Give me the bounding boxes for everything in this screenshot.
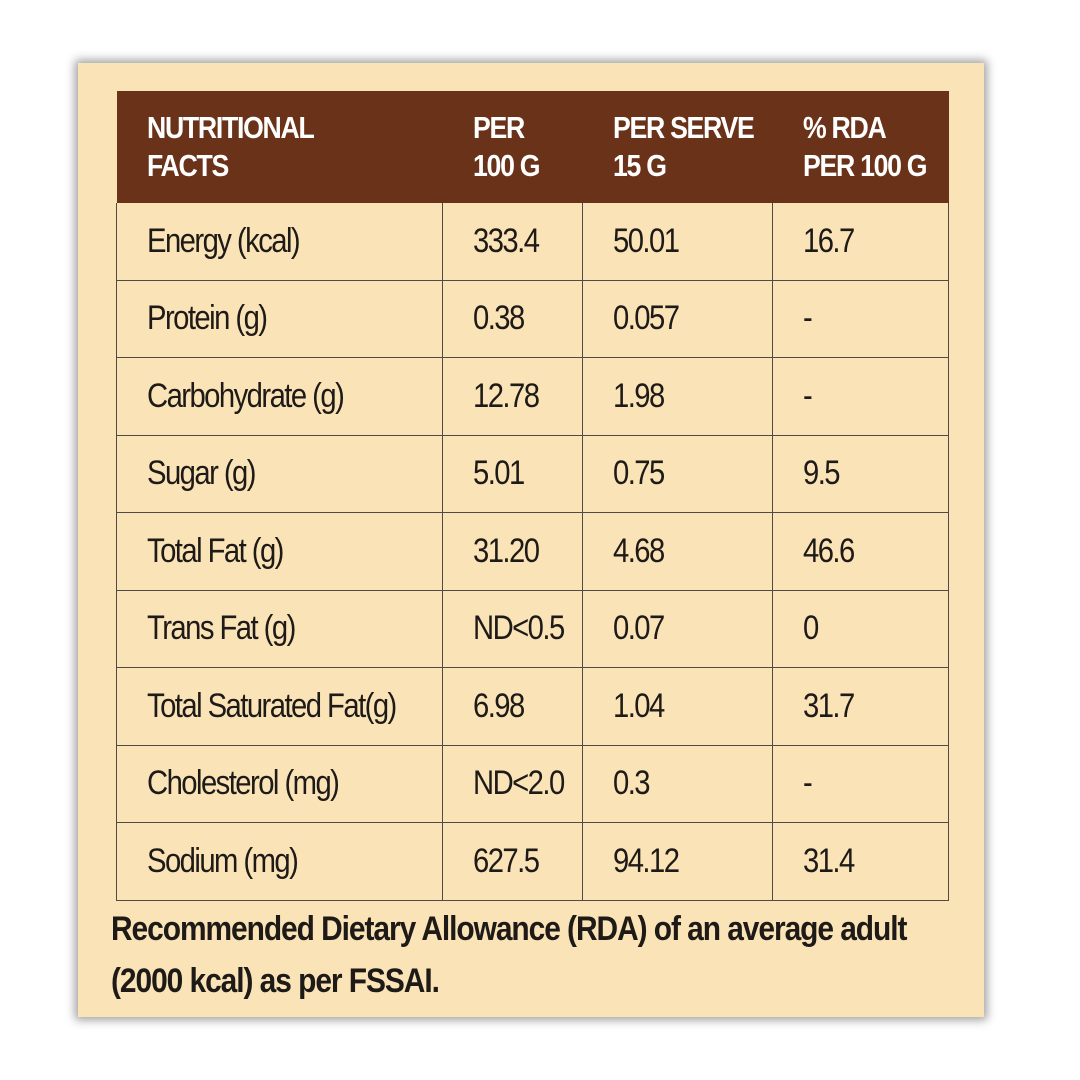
nutrient-name: Carbohydrate (g) <box>116 357 443 436</box>
per-serve-value: 0.057 <box>582 279 773 358</box>
per-serve-value: 0.75 <box>582 434 773 513</box>
table-row: Carbohydrate (g) 12.78 1.98 - <box>116 357 949 436</box>
per-100g-value: 0.38 <box>442 279 583 358</box>
table-row: Sodium (mg) 627.5 94.12 31.4 <box>116 822 949 901</box>
rda-value: - <box>772 279 949 358</box>
per-serve-value: 1.04 <box>582 667 773 746</box>
table-row: Energy (kcal) 333.4 50.01 16.7 <box>116 203 949 281</box>
table-row: Cholesterol (mg) ND<2.0 0.3 - <box>116 744 949 823</box>
rda-value: 0 <box>772 589 949 668</box>
rda-value: - <box>772 357 949 436</box>
footnote-line-2: (2000 kcal) as per FSSAI. <box>111 962 440 1000</box>
table-header-row: NUTRITIONAL FACTS PER 100 G PER SERVE 15… <box>116 91 949 203</box>
rda-value: 31.4 <box>772 822 949 901</box>
rda-footnote: Recommended Dietary Allowance (RDA) of a… <box>111 903 971 1007</box>
per-100g-value: 12.78 <box>442 357 583 436</box>
header-per-serve: PER SERVE 15 G <box>582 91 773 203</box>
per-100g-value: ND<0.5 <box>442 589 583 668</box>
table-row: Total Saturated Fat(g) 6.98 1.04 31.7 <box>116 667 949 746</box>
rda-value: 9.5 <box>772 434 949 513</box>
header-per-100g: PER 100 G <box>442 91 583 203</box>
footnote-line-1: Recommended Dietary Allowance (RDA) of a… <box>111 910 907 948</box>
nutrient-name: Sodium (mg) <box>116 822 443 901</box>
nutrient-name: Trans Fat (g) <box>116 589 443 668</box>
rda-value: 46.6 <box>772 512 949 591</box>
per-serve-value: 0.07 <box>582 589 773 668</box>
nutrition-facts-panel: NUTRITIONAL FACTS PER 100 G PER SERVE 15… <box>78 63 984 1017</box>
header-nutritional-facts: NUTRITIONAL FACTS <box>116 91 443 203</box>
nutrient-name: Sugar (g) <box>116 434 443 513</box>
per-serve-value: 94.12 <box>582 822 773 901</box>
rda-value: 31.7 <box>772 667 949 746</box>
header-rda: % RDA PER 100 G <box>772 91 949 203</box>
per-serve-value: 0.3 <box>582 744 773 823</box>
table-row: Protein (g) 0.38 0.057 - <box>116 279 949 358</box>
per-serve-value: 4.68 <box>582 512 773 591</box>
nutrition-table: NUTRITIONAL FACTS PER 100 G PER SERVE 15… <box>116 91 949 901</box>
per-100g-value: 333.4 <box>442 203 583 281</box>
nutrient-name: Protein (g) <box>116 279 443 358</box>
per-100g-value: ND<2.0 <box>442 744 583 823</box>
table-row: Total Fat (g) 31.20 4.68 46.6 <box>116 512 949 591</box>
per-serve-value: 50.01 <box>582 203 773 281</box>
per-100g-value: 5.01 <box>442 434 583 513</box>
per-serve-value: 1.98 <box>582 357 773 436</box>
per-100g-value: 6.98 <box>442 667 583 746</box>
nutrient-name: Cholesterol (mg) <box>116 744 443 823</box>
nutrient-name: Total Saturated Fat(g) <box>116 667 443 746</box>
nutrient-name: Total Fat (g) <box>116 512 443 591</box>
table-row: Sugar (g) 5.01 0.75 9.5 <box>116 434 949 513</box>
per-100g-value: 31.20 <box>442 512 583 591</box>
table-row: Trans Fat (g) ND<0.5 0.07 0 <box>116 589 949 668</box>
per-100g-value: 627.5 <box>442 822 583 901</box>
rda-value: 16.7 <box>772 203 949 281</box>
rda-value: - <box>772 744 949 823</box>
nutrient-name: Energy (kcal) <box>116 203 443 281</box>
